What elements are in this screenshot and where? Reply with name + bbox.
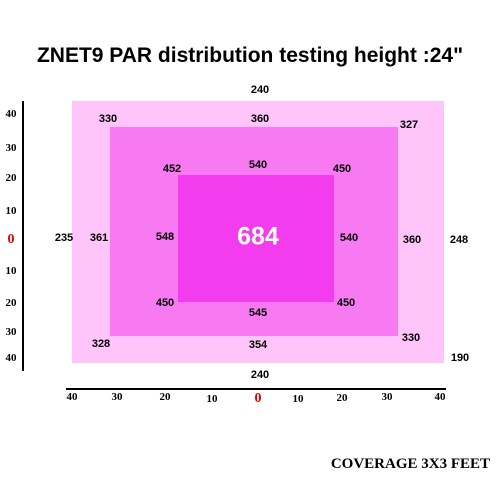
x-axis-line — [66, 388, 446, 390]
par-middle-bottom-right: 330 — [401, 332, 421, 344]
x-axis-tick: 20 — [336, 392, 348, 404]
x-axis-tick: 40 — [434, 391, 446, 403]
y-axis-tick-zero: 0 — [7, 232, 15, 247]
par-middle-top: 360 — [250, 113, 270, 125]
x-axis-tick-zero: 0 — [254, 391, 262, 406]
x-axis-tick: 20 — [159, 391, 171, 403]
par-center-value: 684 — [237, 222, 279, 251]
y-axis-tick: 10 — [5, 205, 17, 217]
x-axis-tick: 10 — [292, 393, 304, 405]
y-axis-tick: 30 — [5, 326, 17, 338]
par-inner-left: 548 — [155, 231, 175, 243]
par-outer-right-lower: 190 — [450, 352, 470, 364]
par-middle-top-right: 327 — [399, 119, 419, 131]
par-middle-top-left: 330 — [98, 113, 118, 125]
x-axis-tick: 40 — [66, 391, 78, 403]
par-middle-bottom: 354 — [248, 339, 268, 351]
par-outer-left: 235 — [54, 232, 74, 244]
par-inner-top: 540 — [248, 159, 268, 171]
par-inner-right: 540 — [339, 232, 359, 244]
par-middle-right: 360 — [402, 234, 422, 246]
y-axis-tick: 20 — [5, 172, 17, 184]
y-axis-tick: 40 — [5, 352, 17, 364]
par-middle-left: 361 — [89, 232, 109, 244]
inner-coverage-zone — [178, 175, 334, 302]
y-axis-tick: 10 — [5, 265, 17, 277]
y-axis-tick: 40 — [5, 108, 17, 120]
par-outer-bottom: 240 — [250, 369, 270, 381]
y-axis-line — [22, 101, 24, 371]
coverage-caption: COVERAGE 3X3 FEET — [330, 456, 490, 472]
par-middle-bottom-left: 328 — [91, 338, 111, 350]
par-inner-top-left: 452 — [162, 163, 182, 175]
par-inner-bottom-right: 450 — [336, 297, 356, 309]
par-inner-bottom-left: 450 — [155, 297, 175, 309]
y-axis-tick: 30 — [5, 142, 17, 154]
par-inner-bottom: 545 — [248, 307, 268, 319]
x-axis-tick: 10 — [206, 393, 218, 405]
par-outer-right-upper: 248 — [449, 234, 469, 246]
par-inner-top-right: 450 — [332, 163, 352, 175]
y-axis-tick: 20 — [5, 297, 17, 309]
par-outer-top: 240 — [250, 84, 270, 96]
x-axis-tick: 30 — [111, 391, 123, 403]
x-axis-tick: 30 — [381, 391, 393, 403]
chart-title: ZNET9 PAR distribution testing height :2… — [36, 44, 464, 67]
